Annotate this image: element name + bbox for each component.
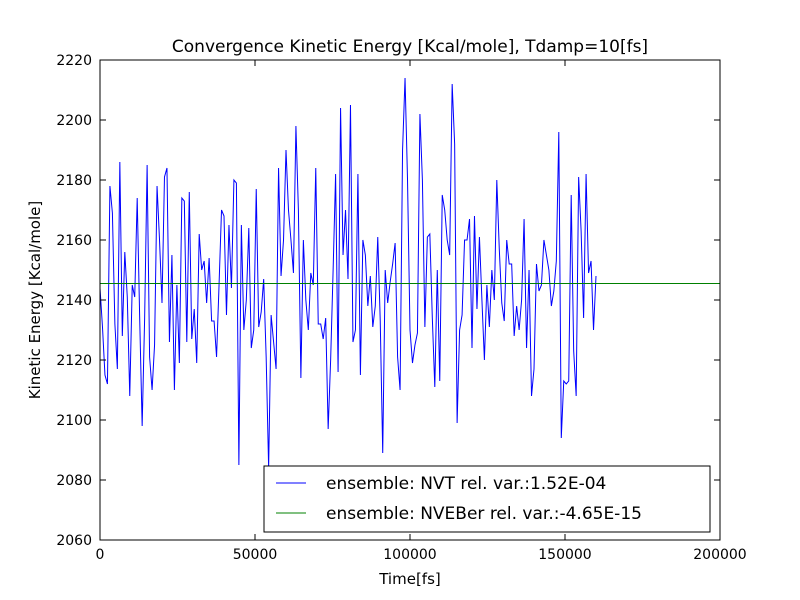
legend-box xyxy=(263,465,711,533)
x-tick-label: 50000 xyxy=(233,547,278,563)
y-tick-label: 2180 xyxy=(56,173,92,189)
legend-label-nvt: ensemble: NVT rel. var.:1.52E-04 xyxy=(326,474,606,494)
y-axis-label: Kinetic Energy [Kcal/mole] xyxy=(26,201,44,399)
plot-frame xyxy=(99,59,721,541)
y-tick-label: 2100 xyxy=(56,413,92,429)
y-tick-label: 2080 xyxy=(56,473,92,489)
series-line-0 xyxy=(100,77,597,469)
x-tick-label: 150000 xyxy=(538,547,591,563)
axis-ticks: 0 50000 100000 150000 200000 2060 2080 2100 2120… xyxy=(56,53,746,563)
legend-label-nveber: ensemble: NVEBer rel. var.:-4.65E-15 xyxy=(326,504,642,524)
plot-area xyxy=(100,77,720,469)
chart-title: Convergence Kinetic Energy [Kcal/mole], … xyxy=(172,37,648,57)
x-tick-label: 100000 xyxy=(383,547,436,563)
y-tick-label: 2200 xyxy=(56,113,92,129)
y-tick-label: 2120 xyxy=(56,353,92,369)
y-tick-label: 2060 xyxy=(56,533,92,549)
y-tick-label: 2220 xyxy=(56,53,92,69)
x-tick-label: 0 xyxy=(96,547,105,563)
x-tick-label: 200000 xyxy=(693,547,746,563)
y-tick-label: 2160 xyxy=(56,233,92,249)
x-axis-label: Time[fs] xyxy=(378,570,441,588)
y-tick-label: 2140 xyxy=(56,293,92,309)
legend: ensemble: NVT rel. var.:1.52E-04 ensembl… xyxy=(263,465,711,533)
